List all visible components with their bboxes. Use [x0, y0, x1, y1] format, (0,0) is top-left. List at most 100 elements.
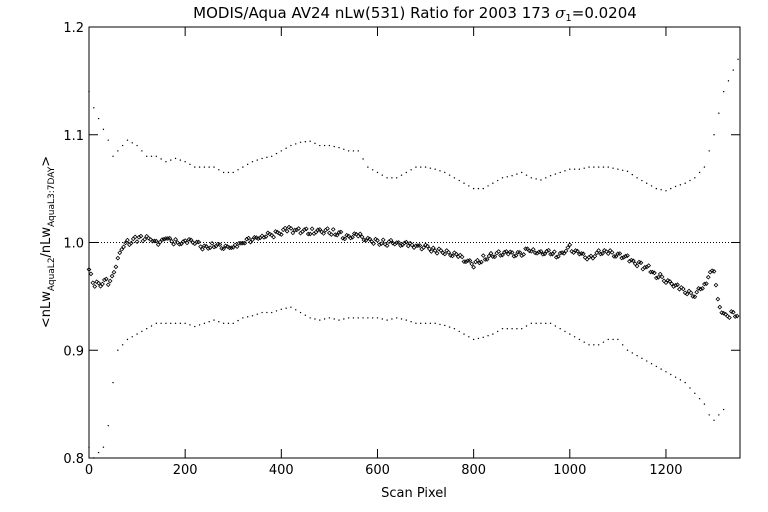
diamond-marker [703, 281, 709, 286]
dot-marker [155, 155, 158, 157]
diamond-marker [465, 258, 471, 264]
diamond-marker [90, 280, 96, 286]
diamond-marker [296, 226, 301, 231]
diamond-marker [184, 240, 190, 246]
diamond-marker [575, 248, 580, 254]
dot-marker [477, 187, 480, 190]
diamond-marker [669, 281, 675, 287]
dot-marker [352, 317, 355, 319]
dot-marker [237, 319, 239, 322]
diamond-marker [200, 246, 205, 252]
y-axis-label: <nLwAquaL2/nLwAquaL3:7DAY> [39, 156, 57, 328]
diamond-marker [167, 235, 173, 241]
diamond-marker [490, 254, 496, 259]
dot-marker [573, 336, 576, 338]
dot-marker [660, 189, 662, 191]
dot-marker [208, 320, 210, 323]
dot-marker [463, 333, 465, 335]
dot-marker [93, 107, 95, 109]
diamond-marker [711, 269, 717, 274]
diamond-marker [448, 252, 453, 258]
dot-marker [569, 333, 571, 335]
dot-marker [578, 168, 581, 170]
diamond-marker [527, 248, 532, 254]
dot-marker [227, 171, 230, 174]
diamond-marker [128, 240, 134, 246]
dot-marker [179, 159, 182, 161]
diamond-marker [630, 258, 636, 264]
dot-marker [477, 337, 480, 340]
dot-marker [323, 318, 326, 320]
diamond-marker [642, 265, 648, 270]
dot-marker [588, 344, 590, 346]
dot-marker [376, 171, 379, 174]
dot-marker [420, 166, 422, 168]
diamond-marker [207, 245, 213, 251]
dot-marker [593, 166, 595, 168]
diamond-marker [461, 259, 467, 264]
y-tick-label: 1.2 [63, 21, 84, 36]
dot-marker [222, 322, 225, 325]
dot-marker [530, 177, 533, 179]
dot-marker [573, 168, 576, 170]
diamond-marker [502, 249, 507, 255]
diamond-marker [503, 249, 509, 254]
diamond-marker [284, 228, 290, 234]
diamond-marker [223, 243, 228, 249]
diamond-marker [592, 253, 598, 259]
diamond-marker [427, 246, 432, 252]
diamond-marker [688, 290, 694, 296]
dot-marker [521, 328, 523, 330]
dot-marker [545, 177, 547, 179]
dot-marker [347, 317, 350, 319]
diamond-marker [471, 264, 477, 270]
diamond-marker [202, 243, 207, 249]
diamond-marker [684, 291, 690, 297]
diamond-marker [628, 257, 634, 263]
dot-marker [607, 166, 609, 168]
chart-title: MODIS/Aqua AV24 nLw(531) Ratio for 2003 … [193, 4, 637, 24]
dot-marker [386, 177, 388, 179]
diamond-marker [290, 230, 296, 236]
dot-marker [131, 336, 133, 338]
dot-marker [612, 338, 614, 341]
dot-marker [323, 144, 326, 147]
diamond-marker [252, 235, 257, 240]
dot-marker [718, 414, 720, 416]
diamond-marker [673, 282, 678, 288]
diamond-marker [611, 254, 617, 259]
dot-marker [319, 144, 321, 147]
diamond-marker [352, 231, 357, 236]
dot-marker [179, 322, 182, 325]
dot-marker [328, 317, 331, 319]
dot-marker [213, 319, 215, 321]
dot-marker [295, 309, 297, 311]
diamond-marker [646, 263, 652, 268]
diamond-marker [453, 251, 459, 257]
dot-marker [665, 371, 667, 373]
dot-marker [516, 173, 518, 175]
diamond-marker [405, 243, 411, 249]
diamond-marker [228, 245, 234, 251]
y-axis-label-part: /nLw [39, 227, 54, 258]
diamond-marker [292, 227, 298, 233]
dot-marker [698, 398, 701, 400]
dot-marker [275, 152, 278, 155]
y-axis-label-subscript: AquaL2 [47, 257, 57, 291]
x-axis-label: Scan Pixel [381, 486, 447, 501]
dot-marker [689, 387, 691, 389]
dot-marker [150, 155, 153, 157]
diamond-marker [334, 232, 340, 238]
diamond-marker [209, 241, 215, 246]
diamond-marker [273, 229, 278, 234]
diamond-marker [675, 282, 680, 288]
diamond-marker [598, 251, 603, 257]
diamond-marker [609, 250, 615, 255]
diamond-marker [536, 249, 542, 255]
diamond-marker [380, 237, 386, 243]
diamond-marker [540, 251, 546, 257]
diamond-marker [388, 237, 394, 243]
diamond-marker [123, 240, 128, 246]
dot-marker [285, 307, 287, 309]
diamond-marker [548, 251, 553, 257]
